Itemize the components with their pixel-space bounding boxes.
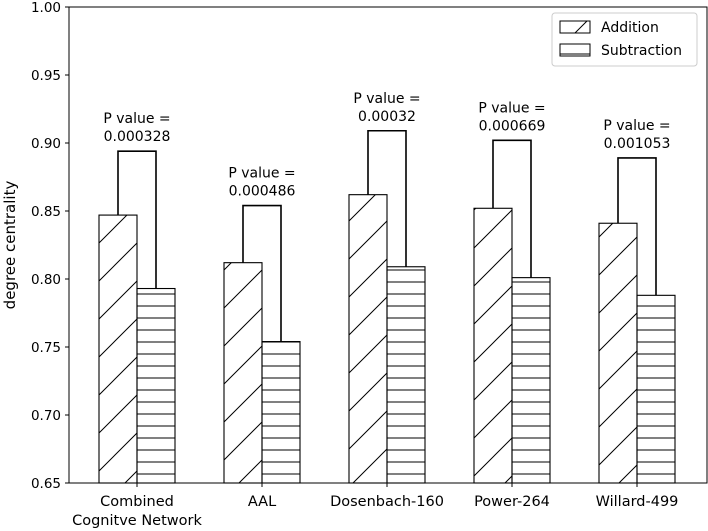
x-tick-label-2: Dosenbach-160 [330,494,444,510]
bar-subtraction-2 [386,266,426,484]
significance-bracket-0 [117,150,157,289]
bar-subtraction-0 [136,287,176,484]
p-value-label-3-1: 0.000669 [479,118,546,134]
bar-addition-0 [98,214,138,484]
y-tick-label-1: 0.70 [31,408,61,424]
legend-swatch-addition [559,20,591,34]
bar-subtraction-3 [511,277,551,484]
legend-swatch-subtraction [559,43,591,57]
bar-addition-2 [348,194,388,484]
p-value-label-2-0: P value = [353,91,420,107]
y-tick-label-3: 0.80 [31,272,61,288]
p-value-label-4-0: P value = [603,118,670,134]
significance-bracket-2 [367,129,407,267]
y-tick-label-0: 0.65 [31,476,61,492]
significance-bracket-4 [617,157,657,296]
y-tick-label-6: 0.95 [31,68,61,84]
bar-addition-3 [473,207,513,484]
y-tick-label-4: 0.85 [31,204,61,220]
legend: Addition Subtraction [551,12,698,67]
x-tick-label-1: AAL [248,494,276,510]
y-tick-label-2: 0.75 [31,340,61,356]
axes-frame [68,6,708,484]
bar-addition-4 [598,222,638,484]
significance-bracket-3 [492,139,532,278]
x-tick-label-0-1: Cognitve Network [72,513,202,529]
x-tick-label-3: Power-264 [474,494,550,510]
legend-label-addition: Addition [601,20,659,36]
p-value-label-3-0: P value = [478,100,545,116]
bar-subtraction-4 [636,294,676,484]
y-tick-label-5: 0.90 [31,136,61,152]
legend-label-subtraction: Subtraction [601,43,682,59]
p-value-label-4-1: 0.001053 [604,136,671,152]
y-tick-label-7: 1.00 [31,0,61,16]
y-axis-label: degree centrality [1,181,19,310]
p-value-label-0-1: 0.000328 [104,129,171,145]
p-value-label-1-1: 0.000486 [229,184,296,200]
p-value-label-2-1: 0.00032 [358,109,416,125]
p-value-label-0-0: P value = [103,111,170,127]
x-tick-label-4: Willard-499 [596,494,679,510]
bar-addition-1 [223,262,263,484]
x-tick-label-0-0: Combined [100,494,174,510]
significance-bracket-1 [242,204,282,342]
bar-subtraction-1 [261,341,301,484]
plot-area: P value = 0.000328 P value = 0.000486 P valu… [98,91,676,484]
p-value-label-1-0: P value = [228,166,295,182]
